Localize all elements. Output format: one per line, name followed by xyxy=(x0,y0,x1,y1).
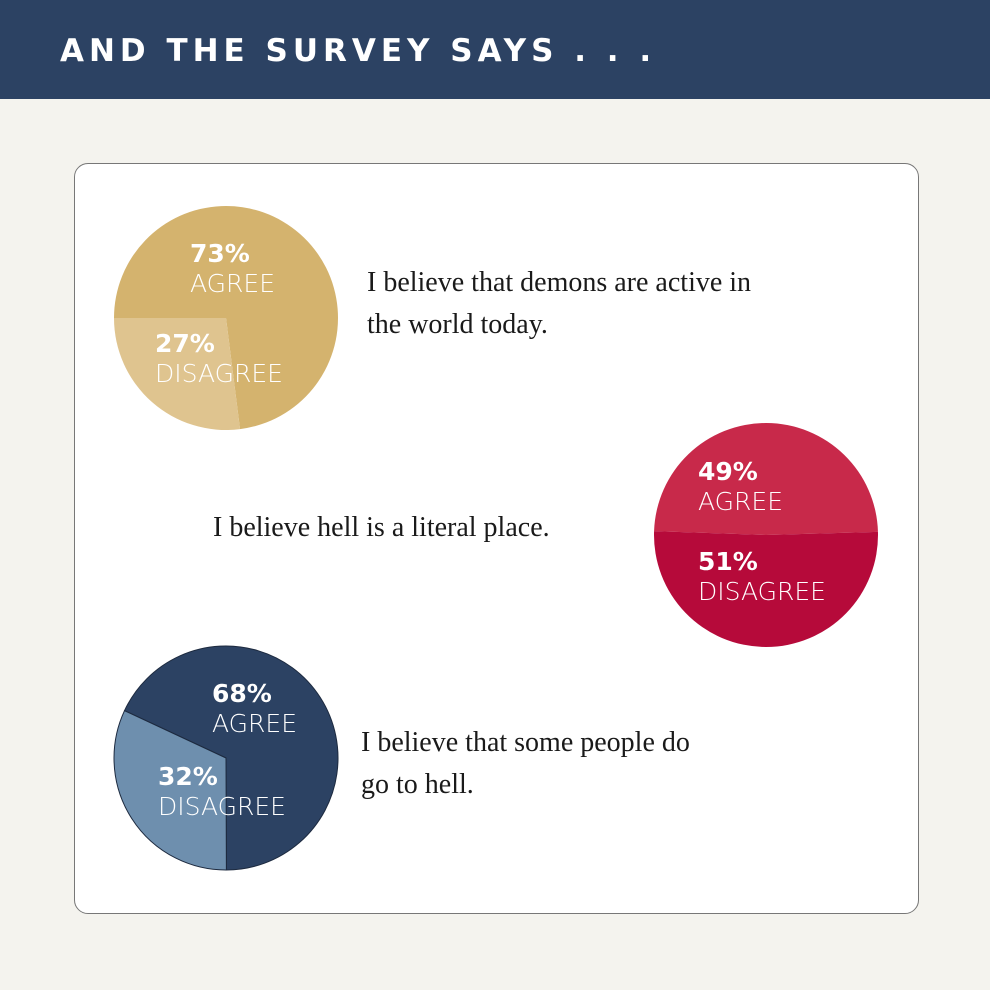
slice-category-label: AGREE xyxy=(698,487,783,516)
pie-slice xyxy=(114,318,241,431)
slice-value-label: 51% xyxy=(698,547,758,576)
slice-category-label: AGREE xyxy=(212,709,297,738)
statement: I believe hell is a literal place. xyxy=(213,512,550,543)
statement: I believe that demons are active in the … xyxy=(367,267,752,340)
slice-category-label: DISAGREE xyxy=(158,792,286,821)
slice-value-label: 49% xyxy=(698,457,758,486)
header-title: AND THE SURVEY SAYS . . . xyxy=(60,33,657,69)
pie-slice xyxy=(114,206,338,430)
slice-value-label: 68% xyxy=(212,679,272,708)
header: AND THE SURVEY SAYS . . . xyxy=(0,0,990,99)
slice-value-label: 32% xyxy=(158,762,218,791)
slice-category-label: DISAGREE xyxy=(155,359,283,388)
pie-slice xyxy=(123,645,339,871)
pie-slice xyxy=(113,710,227,871)
pie-slice xyxy=(654,531,878,647)
slice-value-label: 27% xyxy=(155,329,215,358)
slice-category-label: DISAGREE xyxy=(698,577,826,606)
slice-value-label: 73% xyxy=(190,239,250,268)
slice-category-label: AGREE xyxy=(190,269,275,298)
pie-slice xyxy=(654,422,878,535)
statement: I believe that some people do go to hell… xyxy=(361,727,690,800)
